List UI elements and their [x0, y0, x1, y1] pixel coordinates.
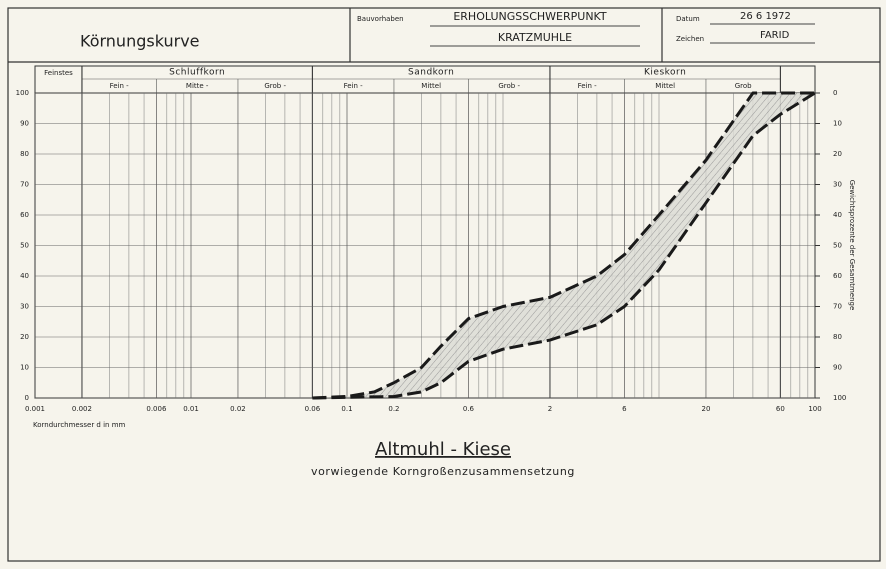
fraction-part: Fein - [578, 82, 598, 90]
y-tick-label: 30 [20, 303, 29, 311]
x-tick-label: 0.002 [72, 405, 92, 413]
sheet-title: Körnungskurve [80, 32, 200, 51]
x-tick-label: 0.6 [463, 405, 475, 413]
x-tick-label: 0.02 [230, 405, 246, 413]
y-tick-label: 80 [20, 150, 29, 158]
x-tick-label: 0.006 [146, 405, 167, 413]
grading-curve [312, 91, 815, 400]
fraction-label: Sandkorn [408, 68, 454, 78]
grading-curve [312, 91, 816, 400]
x-tick-label: 0.1 [341, 405, 352, 413]
fraction-part: Grob - [264, 82, 286, 90]
drawn-label: Zeichen [676, 35, 704, 43]
drawn-by: FARID [760, 30, 790, 41]
fraction-part: Mittel [655, 82, 675, 90]
y2-tick-label: 0 [833, 89, 837, 97]
project-label: Bauvorhaben [357, 15, 404, 23]
date: 26 6 1972 [740, 11, 791, 22]
y-tick-label: 50 [20, 242, 29, 250]
x-tick-label: 60 [776, 405, 785, 413]
y2-tick-label: 10 [833, 120, 842, 128]
x-tick-label: 0.2 [388, 405, 399, 413]
chart-subtitle: vorwiegende Korngroßenzusammensetzung [311, 465, 575, 478]
y2-tick-label: 80 [833, 333, 842, 341]
y2-tick-label: 30 [833, 181, 842, 189]
y-tick-label: 100 [16, 89, 29, 97]
y-tick-label: 90 [20, 120, 29, 128]
x-tick-label: 2 [548, 405, 552, 413]
fraction-part: Grob - [498, 82, 520, 90]
y-tick-label: 40 [20, 272, 29, 280]
x-tick-label: 0.01 [183, 405, 199, 413]
fraction-part: Fein - [344, 82, 364, 90]
fraction-part: Mitte - [186, 82, 209, 90]
y-tick-label: 20 [20, 333, 29, 341]
location: KRATZMUHLE [498, 31, 572, 44]
sheet-frame [7, 7, 881, 562]
y-tick-label: 0 [25, 394, 29, 402]
x-tick-label: 0.001 [25, 405, 45, 413]
y-tick-label: 60 [20, 211, 29, 219]
y-tick-label: 10 [20, 364, 29, 372]
band-area [312, 93, 815, 398]
x-tick-label: 20 [701, 405, 710, 413]
y2-tick-label: 60 [833, 272, 842, 280]
y-tick-label: 70 [20, 181, 29, 189]
x-axis-label: Korndurchmesser d in mm [33, 421, 126, 429]
chart-title: Altmuhl - Kiese [375, 439, 511, 460]
y2-tick-label: 50 [833, 242, 842, 250]
date-label: Datum [676, 15, 700, 23]
fraction-part: Mittel [421, 82, 441, 90]
x-tick-label: 100 [808, 405, 821, 413]
y2-tick-label: 70 [833, 303, 842, 311]
fraction-label: Schluffkorn [169, 68, 225, 78]
fraction-part: Fein - [110, 82, 130, 90]
y2-tick-label: 100 [833, 394, 846, 402]
x-tick-label: 6 [622, 405, 627, 413]
y2-tick-label: 40 [833, 211, 842, 219]
fraction-label: Kieskorn [644, 68, 686, 78]
fraction-label: Feinstes [44, 69, 73, 77]
y2-tick-label: 20 [833, 150, 842, 158]
x-tick-label: 0.06 [305, 405, 321, 413]
y2-tick-label: 90 [833, 364, 842, 372]
fraction-part: Grob [735, 82, 752, 90]
project: ERHOLUNGSSCHWERPUNKT [453, 10, 607, 23]
y2-axis-label: Gewichtsprozente der Gesamtmenge [848, 180, 856, 311]
